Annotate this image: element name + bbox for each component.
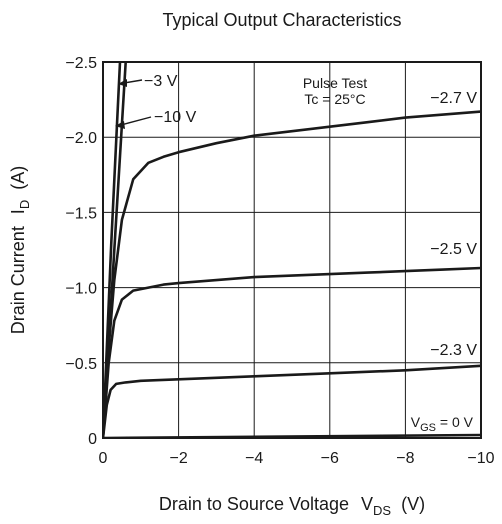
y-tick-label: −2.5: [65, 55, 97, 72]
x-tick-label: −6: [321, 450, 339, 467]
curve-label-minus2p3v: −2.3 V: [430, 342, 477, 359]
plot-frame: [102, 61, 482, 439]
x-axis-label: Drain to Source Voltage VDS (V): [159, 494, 425, 518]
x-tick-label: 0: [99, 450, 108, 467]
y-tick-label: −1.5: [65, 205, 97, 222]
x-tick-label: −2: [169, 450, 187, 467]
y-tick-labels: 0 −0.5 −1.0 −1.5 −2.0 −2.5: [65, 55, 97, 448]
arrow-minus10v: [120, 116, 152, 126]
temperature-label: Tc = 25°C: [304, 91, 365, 107]
pulse-test-label: Pulse Test: [303, 75, 367, 91]
curve-label-vgs0: VGS = 0 V: [411, 414, 474, 434]
arrowhead-minus10v: [115, 121, 125, 129]
curve-label-minus2p5v: −2.5 V: [430, 241, 477, 258]
curve-2-7-v: [103, 110, 481, 438]
x-tick-label: −4: [245, 450, 263, 467]
y-tick-label: −0.5: [65, 356, 97, 373]
curve-2-5-v: [103, 266, 481, 438]
y-tick-label: −1.0: [65, 281, 97, 298]
x-tick-labels: 0 −2 −4 −6 −8 −10: [99, 450, 495, 467]
x-tick-label: −10: [467, 450, 494, 467]
x-tick-label: −8: [396, 450, 414, 467]
curve-label-minus3v: −3 V: [144, 73, 178, 90]
y-tick-label: −2.0: [65, 130, 97, 147]
grid: [103, 62, 481, 438]
arrowhead-minus3v: [118, 79, 127, 87]
y-axis-label: Drain CurrentID(A): [8, 166, 32, 334]
curve-label-minus2p7v: −2.7 V: [430, 90, 477, 107]
y-tick-label: 0: [88, 431, 97, 448]
curve-2-3-v: [103, 364, 481, 438]
curve-label-minus10v: −10 V: [154, 109, 197, 126]
chart-title: Typical Output Characteristics: [162, 10, 401, 30]
